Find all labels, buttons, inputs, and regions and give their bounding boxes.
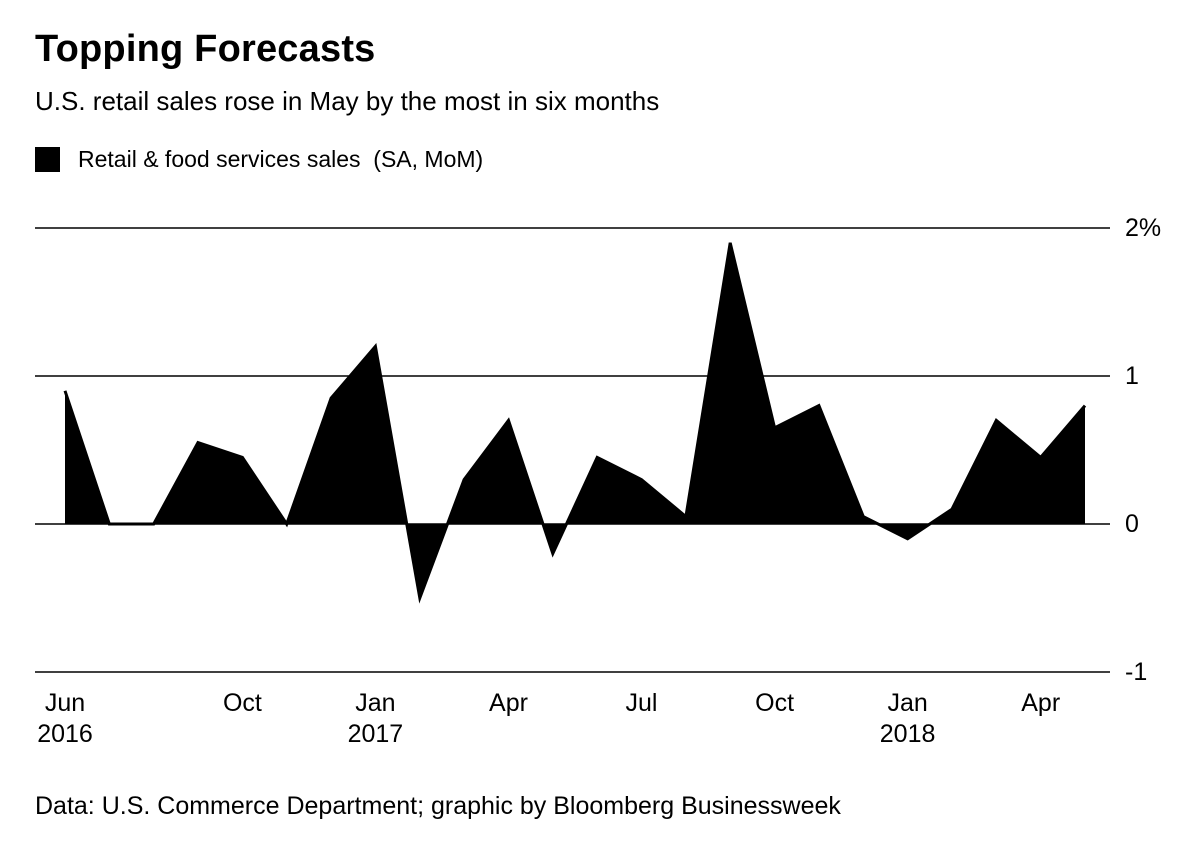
x-tick-label: Oct bbox=[755, 688, 794, 719]
area-series bbox=[65, 242, 1085, 599]
x-tick-label: Oct bbox=[223, 688, 262, 719]
x-tick-year: 2016 bbox=[37, 720, 93, 748]
x-tick-year: 2018 bbox=[879, 720, 936, 748]
x-tick-label: Jan 2018 bbox=[880, 688, 936, 750]
x-tick-label: Apr bbox=[1021, 688, 1060, 719]
legend-label: Retail & food services sales (SA, MoM) bbox=[78, 146, 484, 172]
x-tick-month: Jul bbox=[625, 689, 658, 717]
x-tick-month: Jun bbox=[44, 689, 86, 717]
area-chart: 2% 1 0 -1 Jun 2016 Oct Jan 2017 Apr Jul Oct Jan 2018… bbox=[35, 214, 1200, 800]
x-tick-month: Oct bbox=[222, 689, 262, 717]
x-tick-month: Jan bbox=[355, 689, 396, 717]
x-tick-label: Jul bbox=[626, 688, 658, 719]
y-tick-label: 0 bbox=[1125, 510, 1139, 538]
area-chart-svg bbox=[35, 227, 1110, 673]
legend-swatch-icon bbox=[35, 147, 60, 172]
series-line bbox=[63, 242, 1087, 604]
legend: Retail & food services sales (SA, MoM) bbox=[35, 146, 483, 173]
chart-subtitle: U.S. retail sales rose in May by the mos… bbox=[35, 86, 660, 116]
x-tick-label: Jun 2016 bbox=[37, 688, 93, 750]
chart-title: Topping Forecasts bbox=[35, 28, 376, 70]
y-tick-label: 2% bbox=[1125, 214, 1162, 242]
x-tick-month: Apr bbox=[489, 689, 528, 717]
x-tick-year: 2017 bbox=[347, 720, 404, 748]
x-tick-month: Apr bbox=[1021, 689, 1061, 717]
x-tick-label: Apr bbox=[489, 688, 528, 719]
x-tick-month: Jan bbox=[887, 689, 928, 717]
y-tick-label: -1 bbox=[1125, 658, 1148, 686]
x-tick-label: Jan 2017 bbox=[348, 688, 404, 750]
x-tick-month: Oct bbox=[755, 689, 795, 717]
source-note: Data: U.S. Commerce Department; graphic … bbox=[35, 792, 841, 820]
y-tick-label: 1 bbox=[1125, 362, 1139, 390]
